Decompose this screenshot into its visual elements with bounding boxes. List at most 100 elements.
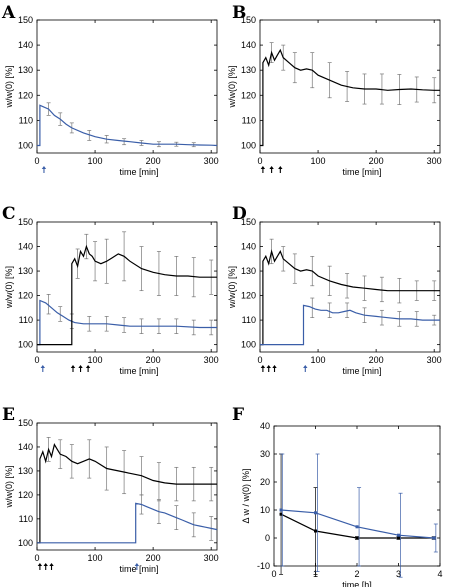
stimulus-arrow-head — [37, 563, 43, 566]
y-tick-label: -10 — [257, 561, 270, 571]
x-tick-label: 300 — [204, 355, 219, 365]
stimulus-arrow-head — [269, 166, 274, 169]
x-tick-label: 100 — [88, 156, 103, 166]
x-tick-label: 300 — [427, 355, 442, 365]
y-tick-label: 110 — [19, 315, 33, 325]
y-tick-label: 150 — [241, 15, 256, 25]
y-axis-label: w/w(0) [%] — [4, 465, 14, 508]
y-tick-label: 140 — [18, 40, 33, 50]
y-tick-label: 130 — [18, 466, 33, 476]
x-tick-label: 200 — [369, 355, 384, 365]
data-point — [355, 525, 359, 529]
x-tick-label: 0 — [34, 156, 39, 166]
x-axis-label: time [min] — [342, 167, 381, 177]
y-axis-label: w/w(0) [%] — [4, 266, 14, 309]
data-point — [279, 512, 283, 516]
y-tick-label: 120 — [18, 90, 33, 100]
x-tick-label: 0 — [257, 355, 262, 365]
y-tick-label: 110 — [19, 115, 33, 125]
x-axis-label: time [min] — [119, 564, 158, 574]
y-tick-label: 150 — [241, 217, 256, 227]
y-tick-label: 140 — [241, 40, 256, 50]
x-axis-label: time [min] — [119, 366, 158, 376]
x-tick-label: 300 — [204, 553, 219, 563]
y-tick-label: 130 — [241, 266, 256, 276]
panel-letter: A — [1, 3, 16, 23]
data-point — [314, 511, 317, 515]
x-tick-label: 200 — [146, 156, 161, 166]
y-tick-label: 150 — [18, 217, 33, 227]
x-tick-label: 200 — [369, 156, 384, 166]
stimulus-arrow-head — [49, 563, 54, 566]
y-tick-label: 100 — [18, 538, 33, 548]
series-line-black — [260, 249, 440, 346]
panel-letter: D — [232, 204, 247, 224]
y-tick-label: 20 — [260, 477, 270, 487]
series-line-blue — [281, 509, 434, 539]
stimulus-arrow-head — [85, 365, 91, 368]
data-point — [314, 529, 317, 533]
x-tick-label: 0 — [34, 355, 39, 365]
x-tick-label: 100 — [88, 355, 103, 365]
stimulus-arrow-head — [41, 166, 47, 169]
stimulus-arrow-head — [278, 166, 283, 169]
y-axis-label: w/w(0) [%] — [227, 65, 237, 108]
y-tick-label: 100 — [18, 140, 33, 150]
x-tick-label: 200 — [146, 553, 161, 563]
data-point — [355, 536, 359, 540]
y-tick-label: 140 — [18, 242, 33, 252]
series-line-blue — [37, 104, 218, 147]
y-tick-label: 140 — [18, 442, 33, 452]
y-tick-label: 0 — [265, 533, 270, 543]
panel-letter: C — [2, 204, 16, 224]
y-tick-label: 110 — [242, 115, 256, 125]
x-tick-label: 200 — [146, 355, 161, 365]
stimulus-arrow-head — [266, 365, 271, 368]
x-tick-label: 4 — [437, 569, 442, 579]
series-line-black — [37, 244, 217, 346]
panel-letter: B — [232, 3, 246, 23]
y-axis-label: w/w(0) [%] — [227, 266, 237, 309]
y-tick-label: 120 — [18, 291, 33, 301]
data-point — [279, 508, 283, 512]
stimulus-arrow-head — [40, 365, 46, 368]
x-tick-label: 3 — [396, 569, 401, 579]
x-tick-label: 100 — [88, 553, 103, 563]
y-tick-label: 100 — [241, 340, 256, 350]
series-line-blue — [37, 299, 217, 346]
x-tick-label: 300 — [204, 156, 219, 166]
plot-frame — [36, 221, 218, 353]
series-line-black — [260, 48, 440, 147]
data-point — [397, 536, 400, 540]
data-point — [432, 536, 436, 540]
series-line-black — [37, 443, 217, 544]
x-tick-label: 0 — [34, 553, 39, 563]
x-axis-label: time [min] — [119, 167, 158, 177]
x-tick-label: 100 — [311, 156, 326, 166]
x-tick-label: 100 — [311, 355, 326, 365]
x-axis-label: time [h] — [342, 580, 372, 587]
y-tick-label: 130 — [241, 65, 256, 75]
stimulus-arrow-head — [134, 563, 140, 566]
stimulus-arrow-head — [272, 365, 277, 368]
x-tick-label: 2 — [354, 569, 359, 579]
panel-letter: F — [232, 405, 244, 425]
y-tick-label: 120 — [241, 291, 256, 301]
y-axis-label: Δ w / w(0) [%] — [241, 468, 251, 523]
x-tick-label: 300 — [427, 156, 442, 166]
series-line-blue — [37, 502, 218, 544]
plot-frame — [259, 221, 441, 353]
y-tick-label: 40 — [260, 421, 270, 431]
y-tick-label: 130 — [18, 65, 33, 75]
plot-frame — [36, 422, 218, 551]
y-tick-label: 130 — [18, 266, 33, 276]
series-line-blue — [260, 304, 440, 346]
stimulus-arrow-head — [70, 365, 76, 368]
y-tick-label: 110 — [19, 514, 33, 524]
plot-frame — [36, 19, 218, 154]
